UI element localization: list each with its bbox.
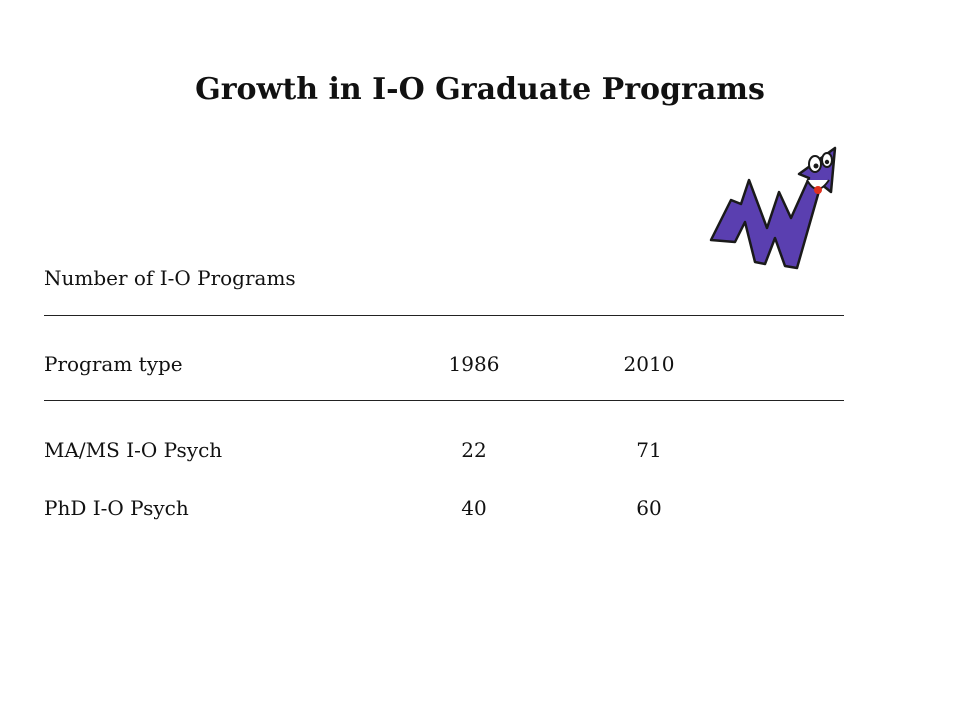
header-program-type: Program type [44, 352, 183, 376]
header-year-1986: 1986 [448, 352, 500, 376]
table-rule-middle [44, 400, 844, 401]
table-rule-top [44, 315, 844, 316]
slide-title: Growth in I-O Graduate Programs [195, 72, 765, 107]
row-count-1986: 22 [461, 438, 487, 462]
section-label: Number of I-O Programs [44, 266, 296, 290]
smiling-zigzag-arrow-icon [709, 146, 837, 270]
row-program-type: MA/MS I-O Psych [44, 438, 223, 462]
header-year-2010: 2010 [623, 352, 675, 376]
table-header-row: Program type 1986 2010 [44, 352, 844, 380]
row-count-2010: 60 [636, 496, 662, 520]
table-row: MA/MS I-O Psych 22 71 [44, 438, 844, 466]
row-count-2010: 71 [636, 438, 662, 462]
row-program-type: PhD I-O Psych [44, 496, 189, 520]
table-row: PhD I-O Psych 40 60 [44, 496, 844, 524]
row-count-1986: 40 [461, 496, 487, 520]
